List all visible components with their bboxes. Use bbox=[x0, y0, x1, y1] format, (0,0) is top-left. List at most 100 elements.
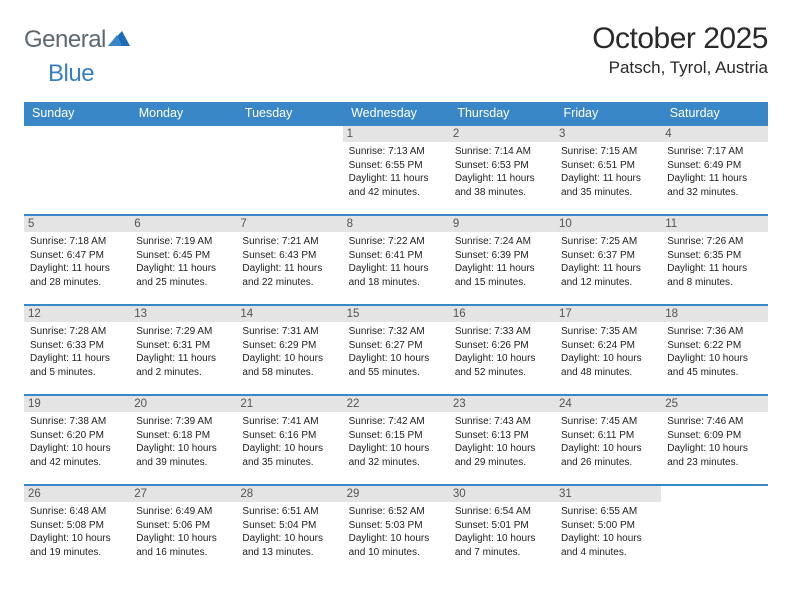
calendar-day-cell: 20 Sunrise: 7:39 AMSunset: 6:18 PMDayligh… bbox=[130, 395, 236, 485]
dow-header: Thursday bbox=[449, 102, 555, 125]
brand-part1: General bbox=[24, 26, 106, 54]
brand-logo: General bbox=[24, 22, 130, 54]
calendar-day-cell: 31 Sunrise: 6:55 AMSunset: 5:00 PMDayligh… bbox=[555, 485, 661, 575]
day-number: 5 bbox=[24, 216, 130, 232]
day-number: 30 bbox=[449, 486, 555, 502]
day-number: 28 bbox=[236, 486, 342, 502]
calendar-day-cell: 10 Sunrise: 7:25 AMSunset: 6:37 PMDayligh… bbox=[555, 215, 661, 305]
calendar-week-row: 5 Sunrise: 7:18 AMSunset: 6:47 PMDaylight… bbox=[24, 215, 768, 305]
day-number: 3 bbox=[555, 126, 661, 142]
calendar-day-cell: 14 Sunrise: 7:31 AMSunset: 6:29 PMDayligh… bbox=[236, 305, 342, 395]
day-details: Sunrise: 7:36 AMSunset: 6:22 PMDaylight:… bbox=[667, 325, 761, 379]
day-details: Sunrise: 7:39 AMSunset: 6:18 PMDaylight:… bbox=[136, 415, 230, 469]
title-block: October 2025 Patsch, Tyrol, Austria bbox=[592, 22, 768, 78]
calendar-page: General October 2025 Patsch, Tyrol, Aust… bbox=[0, 0, 792, 575]
day-number: 24 bbox=[555, 396, 661, 412]
day-details: Sunrise: 7:46 AMSunset: 6:09 PMDaylight:… bbox=[667, 415, 761, 469]
calendar-day-cell: 28 Sunrise: 6:51 AMSunset: 5:04 PMDayligh… bbox=[236, 485, 342, 575]
day-details: Sunrise: 6:48 AMSunset: 5:08 PMDaylight:… bbox=[30, 505, 124, 559]
calendar-week-row: 26 Sunrise: 6:48 AMSunset: 5:08 PMDayligh… bbox=[24, 485, 768, 575]
location-subtitle: Patsch, Tyrol, Austria bbox=[592, 58, 768, 78]
day-details: Sunrise: 7:42 AMSunset: 6:15 PMDaylight:… bbox=[349, 415, 443, 469]
day-details: Sunrise: 7:22 AMSunset: 6:41 PMDaylight:… bbox=[349, 235, 443, 289]
day-details: Sunrise: 6:55 AMSunset: 5:00 PMDaylight:… bbox=[561, 505, 655, 559]
day-details: Sunrise: 6:54 AMSunset: 5:01 PMDaylight:… bbox=[455, 505, 549, 559]
day-details: Sunrise: 7:14 AMSunset: 6:53 PMDaylight:… bbox=[455, 145, 549, 199]
month-year-title: October 2025 bbox=[592, 22, 768, 56]
day-details: Sunrise: 7:31 AMSunset: 6:29 PMDaylight:… bbox=[242, 325, 336, 379]
calendar-day-cell: 21 Sunrise: 7:41 AMSunset: 6:16 PMDayligh… bbox=[236, 395, 342, 485]
day-number: 6 bbox=[130, 216, 236, 232]
day-number: 13 bbox=[130, 306, 236, 322]
day-number: 17 bbox=[555, 306, 661, 322]
day-number: 20 bbox=[130, 396, 236, 412]
calendar-table: SundayMondayTuesdayWednesdayThursdayFrid… bbox=[24, 102, 768, 575]
day-details: Sunrise: 7:33 AMSunset: 6:26 PMDaylight:… bbox=[455, 325, 549, 379]
day-number: 31 bbox=[555, 486, 661, 502]
calendar-day-cell: 17 Sunrise: 7:35 AMSunset: 6:24 PMDayligh… bbox=[555, 305, 661, 395]
day-number: 10 bbox=[555, 216, 661, 232]
day-details: Sunrise: 7:24 AMSunset: 6:39 PMDaylight:… bbox=[455, 235, 549, 289]
day-details: Sunrise: 7:25 AMSunset: 6:37 PMDaylight:… bbox=[561, 235, 655, 289]
dow-header: Wednesday bbox=[343, 102, 449, 125]
calendar-day-cell: 24Sunrise: 7:45 AMSunset: 6:11 PMDayligh… bbox=[555, 395, 661, 485]
day-details: Sunrise: 7:15 AMSunset: 6:51 PMDaylight:… bbox=[561, 145, 655, 199]
day-details: Sunrise: 7:32 AMSunset: 6:27 PMDaylight:… bbox=[349, 325, 443, 379]
day-number: 16 bbox=[449, 306, 555, 322]
day-details: Sunrise: 7:41 AMSunset: 6:16 PMDaylight:… bbox=[242, 415, 336, 469]
dow-header: Monday bbox=[130, 102, 236, 125]
calendar-day-cell: 26 Sunrise: 6:48 AMSunset: 5:08 PMDayligh… bbox=[24, 485, 130, 575]
day-details: Sunrise: 7:38 AMSunset: 6:20 PMDaylight:… bbox=[30, 415, 124, 469]
calendar-day-cell: 27Sunrise: 6:49 AMSunset: 5:06 PMDayligh… bbox=[130, 485, 236, 575]
calendar-day-cell: . bbox=[661, 485, 767, 575]
calendar-week-row: 12Sunrise: 7:28 AMSunset: 6:33 PMDayligh… bbox=[24, 305, 768, 395]
brand-triangle-icon bbox=[108, 28, 130, 53]
calendar-day-cell: 23 Sunrise: 7:43 AMSunset: 6:13 PMDayligh… bbox=[449, 395, 555, 485]
day-number: 7 bbox=[236, 216, 342, 232]
calendar-day-cell: 12Sunrise: 7:28 AMSunset: 6:33 PMDayligh… bbox=[24, 305, 130, 395]
day-number: 9 bbox=[449, 216, 555, 232]
calendar-day-cell: 2 Sunrise: 7:14 AMSunset: 6:53 PMDaylight… bbox=[449, 125, 555, 215]
day-number: 14 bbox=[236, 306, 342, 322]
day-details: Sunrise: 7:35 AMSunset: 6:24 PMDaylight:… bbox=[561, 325, 655, 379]
day-number: 26 bbox=[24, 486, 130, 502]
calendar-day-cell: . bbox=[130, 125, 236, 215]
day-number: 22 bbox=[343, 396, 449, 412]
day-details: Sunrise: 7:17 AMSunset: 6:49 PMDaylight:… bbox=[667, 145, 761, 199]
calendar-week-row: 19Sunrise: 7:38 AMSunset: 6:20 PMDayligh… bbox=[24, 395, 768, 485]
day-details: Sunrise: 7:21 AMSunset: 6:43 PMDaylight:… bbox=[242, 235, 336, 289]
calendar-day-cell: 5 Sunrise: 7:18 AMSunset: 6:47 PMDaylight… bbox=[24, 215, 130, 305]
day-number: 21 bbox=[236, 396, 342, 412]
calendar-week-row: ...1Sunrise: 7:13 AMSunset: 6:55 PMDayli… bbox=[24, 125, 768, 215]
day-number: 2 bbox=[449, 126, 555, 142]
calendar-body: ...1Sunrise: 7:13 AMSunset: 6:55 PMDayli… bbox=[24, 125, 768, 575]
day-details: Sunrise: 7:18 AMSunset: 6:47 PMDaylight:… bbox=[30, 235, 124, 289]
dow-header: Tuesday bbox=[236, 102, 342, 125]
calendar-day-cell: 3 Sunrise: 7:15 AMSunset: 6:51 PMDaylight… bbox=[555, 125, 661, 215]
dow-header: Saturday bbox=[661, 102, 767, 125]
calendar-day-cell: 18 Sunrise: 7:36 AMSunset: 6:22 PMDayligh… bbox=[661, 305, 767, 395]
day-details: Sunrise: 7:28 AMSunset: 6:33 PMDaylight:… bbox=[30, 325, 124, 379]
day-number: 18 bbox=[661, 306, 767, 322]
day-number: 1 bbox=[343, 126, 449, 142]
calendar-day-cell: 22 Sunrise: 7:42 AMSunset: 6:15 PMDayligh… bbox=[343, 395, 449, 485]
calendar-day-cell: 30 Sunrise: 6:54 AMSunset: 5:01 PMDayligh… bbox=[449, 485, 555, 575]
brand-part2: Blue bbox=[48, 60, 94, 88]
calendar-day-cell: 6Sunrise: 7:19 AMSunset: 6:45 PMDaylight… bbox=[130, 215, 236, 305]
calendar-day-cell: 7 Sunrise: 7:21 AMSunset: 6:43 PMDaylight… bbox=[236, 215, 342, 305]
day-number: 23 bbox=[449, 396, 555, 412]
calendar-day-cell: 11Sunrise: 7:26 AMSunset: 6:35 PMDayligh… bbox=[661, 215, 767, 305]
calendar-day-cell: 8 Sunrise: 7:22 AMSunset: 6:41 PMDaylight… bbox=[343, 215, 449, 305]
calendar-day-cell: 16 Sunrise: 7:33 AMSunset: 6:26 PMDayligh… bbox=[449, 305, 555, 395]
calendar-day-cell: 29Sunrise: 6:52 AMSunset: 5:03 PMDayligh… bbox=[343, 485, 449, 575]
day-details: Sunrise: 6:51 AMSunset: 5:04 PMDaylight:… bbox=[242, 505, 336, 559]
calendar-day-cell: 25Sunrise: 7:46 AMSunset: 6:09 PMDayligh… bbox=[661, 395, 767, 485]
day-details: Sunrise: 6:49 AMSunset: 5:06 PMDaylight:… bbox=[136, 505, 230, 559]
calendar-header-row: SundayMondayTuesdayWednesdayThursdayFrid… bbox=[24, 102, 768, 125]
calendar-day-cell: 4Sunrise: 7:17 AMSunset: 6:49 PMDaylight… bbox=[661, 125, 767, 215]
dow-header: Sunday bbox=[24, 102, 130, 125]
day-number: 8 bbox=[343, 216, 449, 232]
day-details: Sunrise: 7:43 AMSunset: 6:13 PMDaylight:… bbox=[455, 415, 549, 469]
day-details: Sunrise: 7:29 AMSunset: 6:31 PMDaylight:… bbox=[136, 325, 230, 379]
calendar-day-cell: 13 Sunrise: 7:29 AMSunset: 6:31 PMDayligh… bbox=[130, 305, 236, 395]
